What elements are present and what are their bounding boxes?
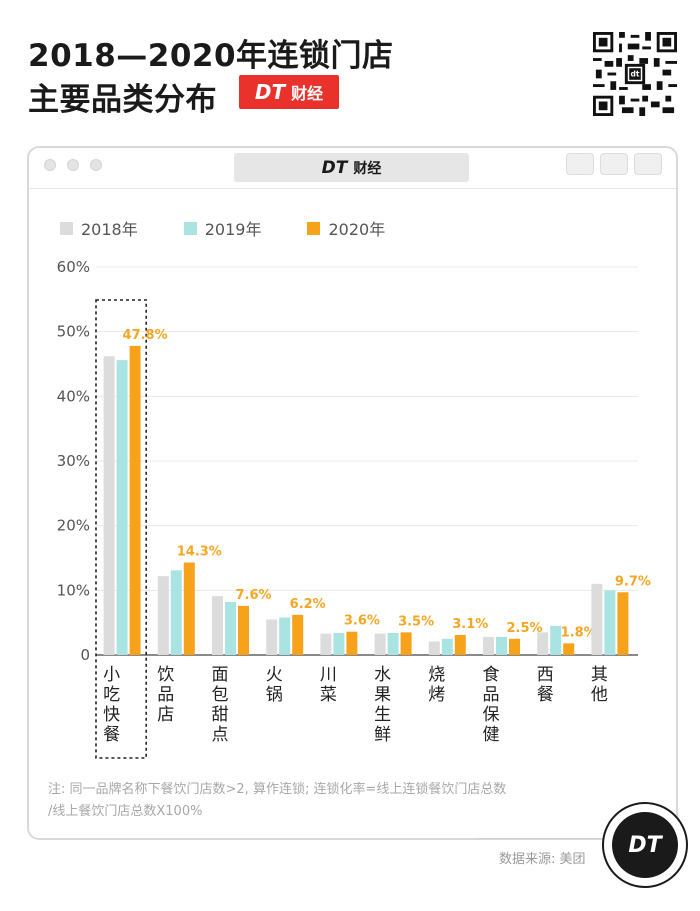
category-label: 火锅 [266, 665, 283, 705]
bar-2019 [441, 638, 453, 655]
page-title: 2018—2020年连锁门店 [28, 38, 394, 74]
bar-2019 [496, 636, 507, 655]
bar-2018 [212, 596, 223, 655]
window-title-cn: 财经 [353, 160, 382, 177]
highlight-box [95, 299, 148, 759]
data-label: 3.5% [398, 614, 434, 629]
brand-badge-cn: 财经 [291, 84, 324, 103]
window-maximize-icon[interactable] [90, 159, 102, 171]
legend-item-2018: 2018年 [60, 216, 138, 240]
data-label: 6.2% [290, 597, 326, 612]
data-label: 1.8% [561, 625, 597, 640]
bar-2020 [238, 605, 249, 655]
y-tick-label: 30% [57, 452, 90, 470]
brand-badge: DT 财经 [239, 75, 339, 109]
legend-swatch-2020 [307, 221, 321, 235]
source-divider [478, 838, 618, 839]
bar-2020 [617, 592, 629, 655]
window-divider [29, 188, 676, 189]
bar-2020 [292, 614, 304, 655]
data-label: 9.7% [615, 574, 651, 589]
category-label: 饮品店 [157, 665, 174, 725]
legend-label-2019: 2019年 [204, 220, 262, 239]
bar-2019 [279, 617, 291, 655]
bar-2020 [346, 631, 358, 655]
legend-label-2018: 2018年 [81, 220, 138, 239]
bar-2020 [454, 634, 466, 655]
bar-2019 [225, 601, 236, 655]
data-label: 2.5% [506, 621, 542, 636]
bar-2020 [400, 632, 412, 655]
dt-logo-icon: DT [602, 802, 688, 888]
category-label: 其他 [591, 665, 608, 705]
legend-swatch-2019 [183, 221, 197, 235]
page-subtitle: 主要品类分布 [28, 82, 217, 118]
category-label: 水果生鲜 [374, 665, 391, 745]
legend-label-2020: 2020年 [328, 220, 386, 239]
data-label: 7.6% [235, 588, 271, 603]
legend-swatch-2018 [60, 221, 73, 235]
bar-2018 [374, 633, 386, 655]
data-source: 数据来源: 美团 [499, 852, 586, 867]
footnote: 注: 同一品牌名称下餐饮门店数>2, 算作连锁; 连锁化率=线上连锁餐饮门店总数… [48, 779, 608, 823]
data-label: 14.3% [177, 545, 222, 560]
bar-2018 [537, 632, 549, 655]
bar-2020 [563, 643, 575, 655]
category-label: 食品保健 [483, 665, 500, 745]
bar-2019 [170, 570, 182, 655]
qr-code-icon[interactable]: dt [592, 32, 678, 116]
bar-2018 [103, 356, 115, 655]
y-tick-label: 20% [57, 517, 90, 535]
brand-badge-latin: DT [254, 80, 286, 104]
y-tick-label: 0 [80, 646, 90, 664]
y-tick-label: 50% [57, 323, 90, 341]
bar-2019 [116, 360, 128, 655]
y-tick-label: 40% [57, 387, 90, 405]
bar-2019 [333, 633, 345, 655]
window-close-icon[interactable] [44, 159, 56, 171]
bar-2018 [591, 583, 603, 655]
window-title-latin: DT [321, 157, 348, 178]
data-label: 3.1% [452, 617, 488, 632]
category-label: 面包甜点 [212, 665, 229, 745]
category-label: 川菜 [320, 665, 337, 705]
window-record-icon[interactable] [566, 153, 594, 175]
bar-2018 [428, 641, 440, 655]
svg-text:dt: dt [631, 70, 640, 79]
category-label: 西餐 [537, 665, 554, 705]
data-label: 47.8% [123, 328, 168, 343]
bar-2019 [604, 590, 616, 655]
bar-2020 [129, 345, 141, 655]
bar-2018 [157, 576, 169, 655]
bar-2019 [550, 625, 562, 655]
window-copy-icon[interactable] [634, 153, 662, 175]
category-label: 烧烤 [428, 665, 445, 705]
window-share-icon[interactable] [600, 153, 628, 175]
legend-item-2020: 2020年 [307, 216, 385, 240]
chart-legend: 2018年 2019年 2020年 [60, 216, 431, 240]
dt-logo-text: DT [612, 812, 678, 878]
footnote-line-2: /线上餐饮门店总数X100% [48, 804, 203, 819]
legend-item-2019: 2019年 [183, 216, 262, 240]
bar-2018 [483, 636, 494, 655]
bar-2019 [387, 633, 399, 655]
window-minimize-icon[interactable] [67, 159, 79, 171]
bar-2020 [183, 562, 195, 655]
category-label: 小吃快餐 [103, 665, 120, 745]
bar-2020 [509, 638, 520, 655]
window-title-bar: DT 财经 [234, 153, 469, 182]
data-label: 3.6% [344, 614, 380, 629]
bar-2018 [320, 633, 332, 655]
y-tick-label: 10% [57, 581, 90, 599]
y-tick-label: 60% [57, 258, 90, 276]
footnote-line-1: 注: 同一品牌名称下餐饮门店数>2, 算作连锁; 连锁化率=线上连锁餐饮门店总数 [48, 782, 507, 797]
bar-2018 [266, 619, 278, 655]
